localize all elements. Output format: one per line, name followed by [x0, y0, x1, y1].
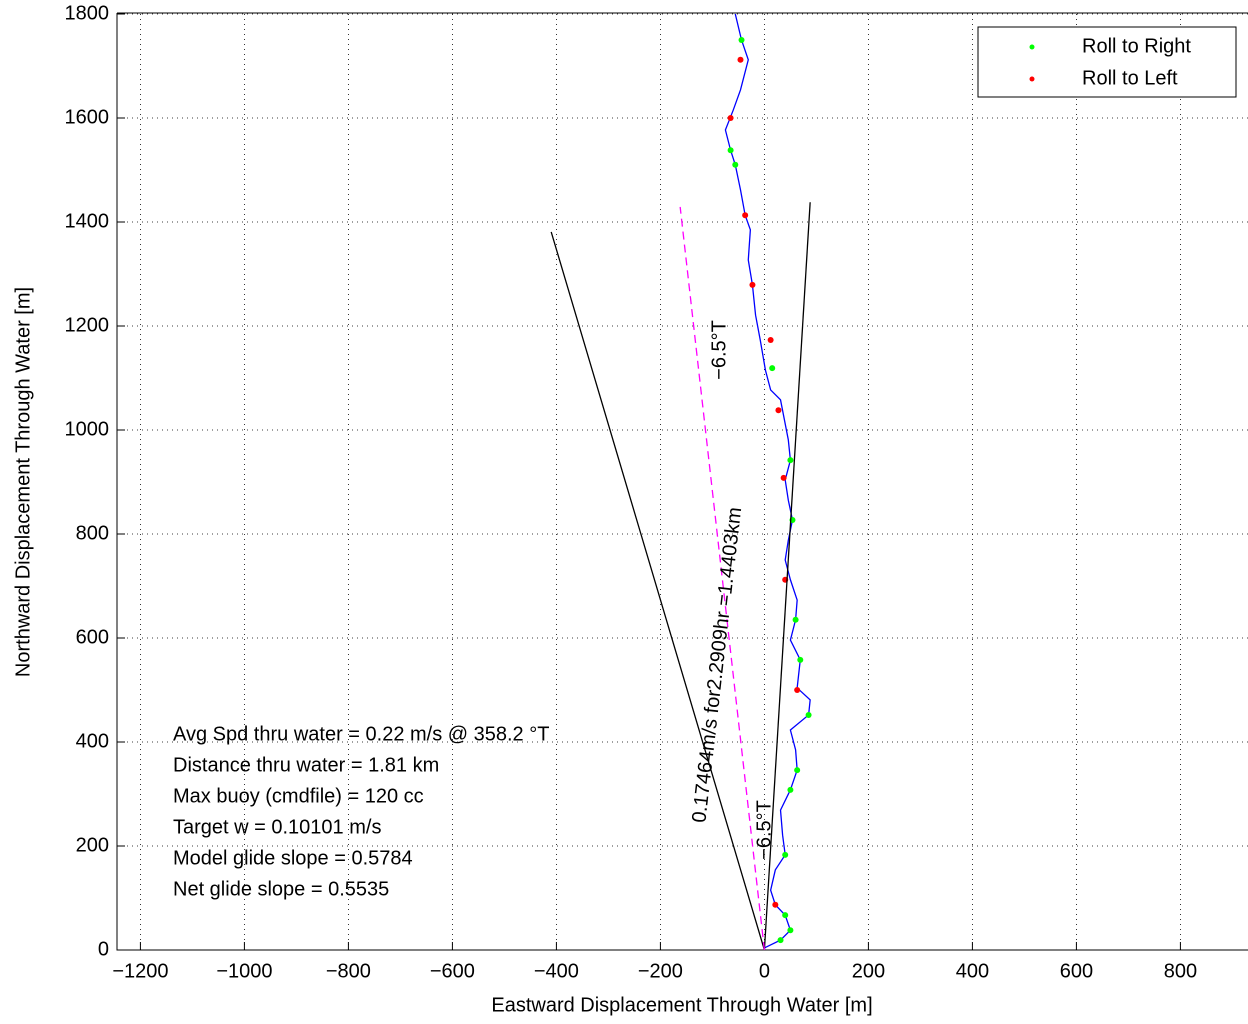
- roll-point: [772, 901, 779, 908]
- axes-box: [116, 12, 1248, 951]
- info-text: Target w = 0.10101 m/s: [173, 816, 381, 838]
- roll-point: [742, 212, 749, 219]
- series-line: [679, 206, 766, 951]
- plot-area: [117, 13, 1248, 950]
- info-text: Distance thru water = 1.81 km: [173, 754, 439, 776]
- x-tick-label: −1200: [112, 960, 168, 982]
- roll-point: [792, 616, 799, 623]
- x-tick-label: 0: [759, 960, 770, 982]
- roll-point: [767, 337, 774, 344]
- legend-label: Roll to Left: [1082, 67, 1178, 89]
- x-tick-label: −800: [326, 960, 371, 982]
- y-tick-label: 600: [76, 626, 109, 648]
- y-tick-label: 1600: [65, 106, 110, 128]
- heading-annotation: −6.5°T: [708, 320, 730, 380]
- roll-point: [775, 407, 782, 414]
- roll-point: [787, 786, 794, 793]
- roll-point: [780, 474, 787, 481]
- x-axis-label: Eastward Displacement Through Water [m]: [491, 994, 872, 1016]
- heading-annotation: −6.5°T: [753, 800, 775, 860]
- roll-point: [782, 912, 789, 919]
- y-tick-label: 1200: [65, 314, 110, 336]
- y-tick-label: 200: [76, 834, 109, 856]
- legend-marker: [1029, 76, 1035, 82]
- info-text: Max buoy (cmdfile) = 120 cc: [173, 785, 424, 807]
- roll-point: [794, 687, 801, 693]
- info-text: Net glide slope = 0.5535: [173, 878, 389, 900]
- x-tick-label: 200: [852, 960, 885, 982]
- series-line: [550, 231, 766, 951]
- series-line: [763, 202, 811, 951]
- y-tick-label: 1800: [65, 2, 110, 24]
- y-tick-label: 400: [76, 730, 109, 752]
- roll-point: [727, 115, 734, 121]
- info-text: Avg Spd thru water = 0.22 m/s @ 358.2 °T: [173, 723, 549, 745]
- roll-point: [777, 937, 784, 944]
- y-tick-label: 1000: [65, 418, 110, 440]
- x-tick-label: −400: [534, 960, 579, 982]
- roll-point: [737, 56, 744, 63]
- roll-point: [782, 851, 789, 858]
- roll-point: [797, 656, 804, 663]
- x-tick-label: −1000: [216, 960, 272, 982]
- y-tick-label: 1400: [65, 210, 110, 232]
- roll-point: [732, 161, 739, 168]
- roll-point: [805, 711, 812, 718]
- x-tick-label: 600: [1060, 960, 1093, 982]
- roll-point: [787, 457, 794, 464]
- y-axis-label: Northward Displacement Through Water [m]: [12, 287, 34, 677]
- roll-point: [787, 927, 794, 934]
- roll-point: [794, 767, 801, 774]
- legend-marker: [1029, 44, 1035, 50]
- x-tick-label: −200: [638, 960, 683, 982]
- y-tick-label: 800: [76, 522, 109, 544]
- x-tick-label: −600: [430, 960, 475, 982]
- x-tick-label: 800: [1164, 960, 1197, 982]
- legend-label: Roll to Right: [1082, 35, 1191, 57]
- roll-point: [738, 37, 745, 43]
- legend-box: [977, 26, 1237, 98]
- x-tick-label: 400: [956, 960, 989, 982]
- roll-point: [727, 147, 734, 154]
- roll-point: [749, 281, 756, 288]
- y-tick-label: 0: [98, 938, 109, 960]
- info-text: Model glide slope = 0.5784: [173, 847, 413, 869]
- roll-point: [769, 365, 776, 372]
- series-line: [724, 13, 811, 949]
